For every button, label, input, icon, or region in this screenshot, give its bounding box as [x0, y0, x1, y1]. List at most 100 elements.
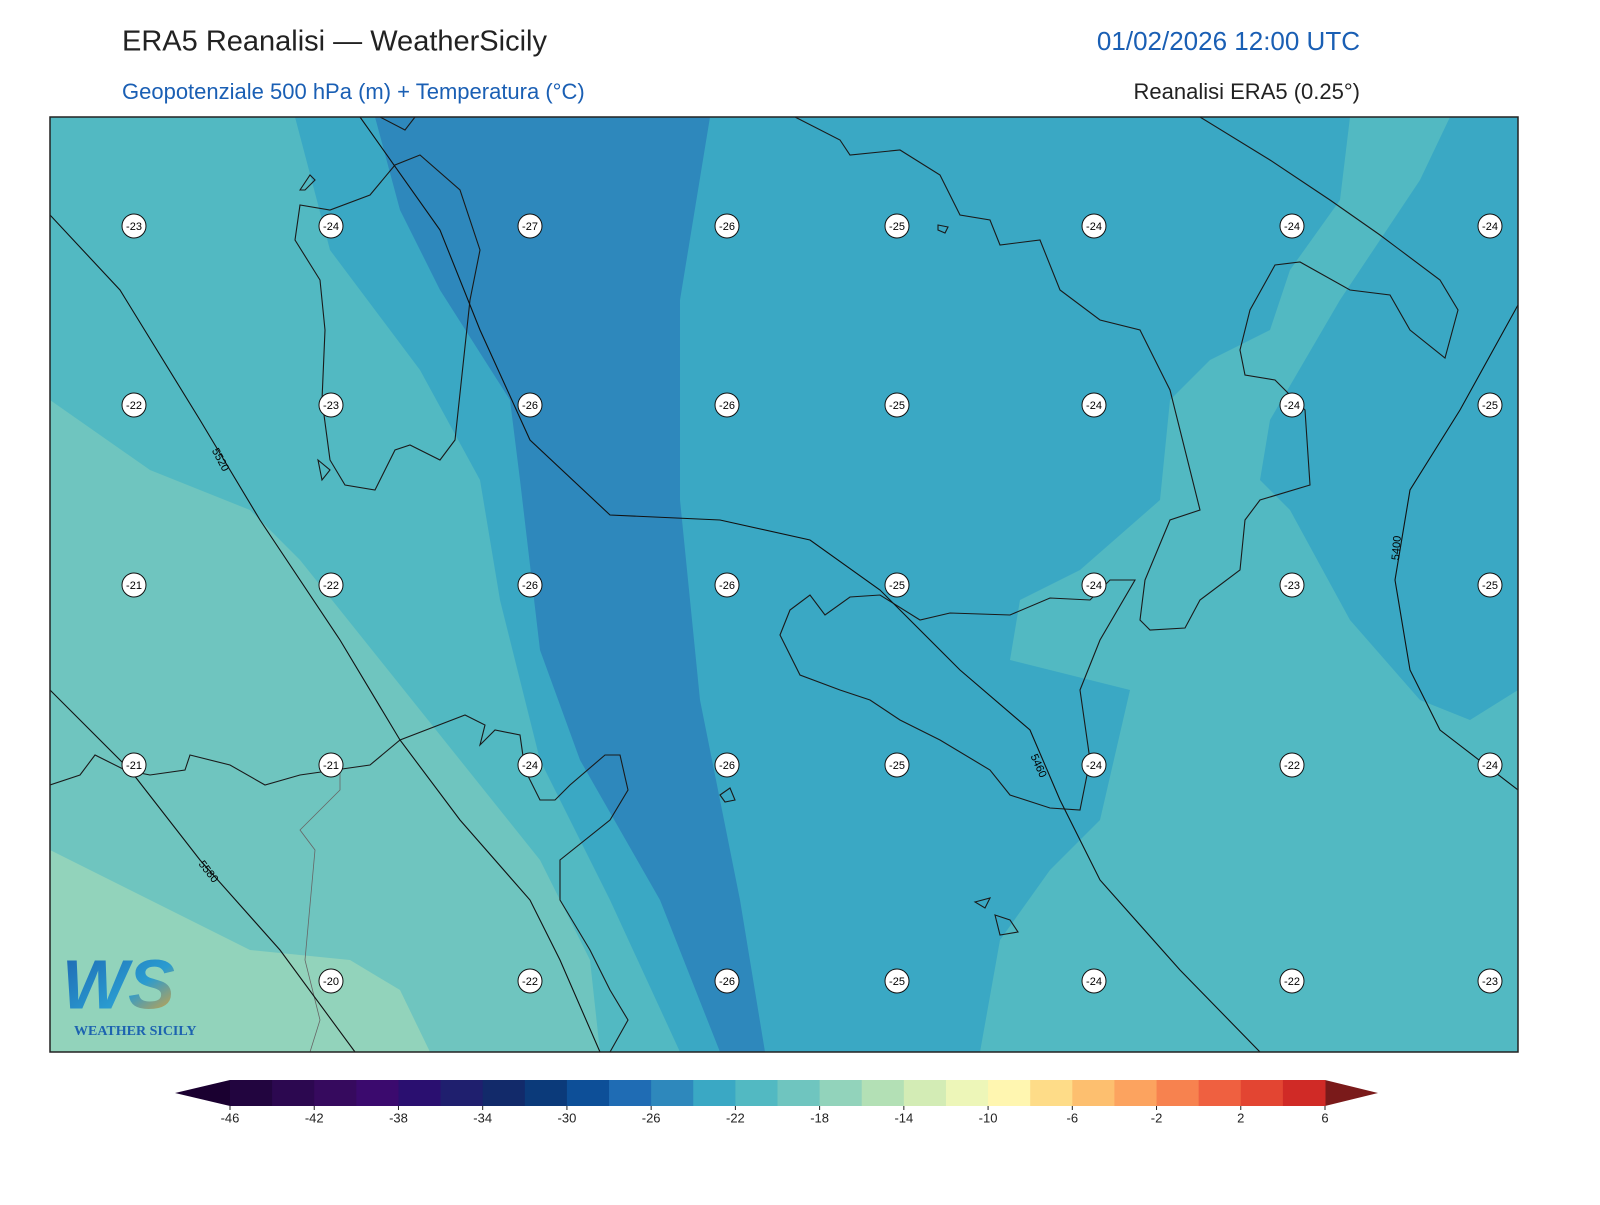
colorbar-tick-label: -30	[558, 1110, 577, 1125]
station-marker	[1081, 752, 1107, 778]
station-value: -25	[889, 221, 905, 233]
station-marker	[121, 752, 147, 778]
station-value: -21	[323, 760, 339, 772]
coastline	[779, 579, 1136, 811]
title: ERA5 Reanalisi — WeatherSicily	[122, 26, 547, 58]
station-value: -24	[1086, 976, 1102, 988]
station-marker	[1279, 213, 1305, 239]
station: -23	[318, 392, 344, 418]
map-frame	[49, 116, 1519, 1053]
station-value: -22	[126, 400, 142, 412]
station-marker	[714, 572, 740, 598]
colorbar-segment	[1156, 1080, 1200, 1106]
contour-line	[359, 117, 1261, 1052]
colorbar-segment	[609, 1080, 652, 1106]
logo-mark: WS	[62, 945, 175, 1023]
station-marker	[884, 392, 910, 418]
station-value: -24	[1284, 400, 1300, 412]
station: -22	[517, 968, 543, 994]
station-marker	[884, 572, 910, 598]
colorbar-segment	[1030, 1080, 1073, 1106]
station-value: -25	[889, 400, 905, 412]
colorbar-tick-label: -38	[389, 1110, 408, 1125]
datetime: 01/02/2026 12:00 UTC	[1097, 26, 1360, 56]
station: -24	[318, 213, 344, 239]
colorbar-segment	[314, 1080, 357, 1106]
station: -27	[517, 213, 543, 239]
colorbar-segment	[693, 1080, 736, 1106]
colorbar-segment	[945, 1080, 989, 1106]
colorbar-extend	[1325, 1080, 1378, 1106]
station: -22	[121, 392, 147, 418]
band	[50, 850, 430, 1052]
station-marker	[517, 968, 543, 994]
logo-name: WEATHER SICILY	[74, 1024, 197, 1039]
station: -26	[517, 572, 543, 598]
station: -25	[884, 213, 910, 239]
logo: WS WEATHER SICILY	[62, 945, 197, 1039]
station-value: -24	[1086, 400, 1102, 412]
station-marker	[884, 213, 910, 239]
station-value: -21	[126, 760, 142, 772]
station-marker	[318, 213, 344, 239]
border	[299, 770, 341, 1052]
station: -24	[1081, 968, 1107, 994]
source: Reanalisi ERA5 (0.25°)	[1134, 79, 1360, 104]
coastline	[298, 117, 416, 482]
colorbar-segment	[861, 1080, 905, 1106]
colorbar-segment	[1072, 1080, 1115, 1106]
station: -21	[121, 752, 147, 778]
station-value: -24	[323, 221, 339, 233]
station-marker	[318, 968, 344, 994]
station-marker	[121, 213, 147, 239]
station-value: -22	[1284, 976, 1300, 988]
station-value: -25	[1482, 580, 1498, 592]
station: -25	[884, 572, 910, 598]
station-value: -24	[522, 760, 538, 772]
station-marker	[1279, 752, 1305, 778]
contour-line	[1394, 304, 1518, 791]
station: -25	[884, 968, 910, 994]
station: -21	[318, 752, 344, 778]
contour-label: 5400	[1390, 535, 1404, 560]
station-value: -26	[719, 760, 735, 772]
colorbar-tick-label: -6	[1067, 1110, 1079, 1125]
station-marker	[517, 752, 543, 778]
station-value: -20	[323, 976, 339, 988]
station-marker	[1081, 392, 1107, 418]
colorbar-tick-label: -18	[810, 1110, 829, 1125]
station: -26	[714, 213, 740, 239]
station: -24	[1081, 392, 1107, 418]
station: -25	[1477, 392, 1503, 418]
station: -24	[1477, 213, 1503, 239]
colorbar-tick-label: -22	[726, 1110, 745, 1125]
station-marker	[1081, 572, 1107, 598]
station: -26	[517, 392, 543, 418]
colorbar-segment	[903, 1080, 947, 1106]
colorbar-tick-label: 6	[1321, 1110, 1328, 1125]
station-marker	[884, 968, 910, 994]
colorbar-segment	[988, 1080, 1031, 1106]
colorbar-segment	[230, 1080, 273, 1106]
colorbar-segment	[1240, 1080, 1284, 1106]
colorbar-tick-label: -10	[979, 1110, 998, 1125]
colorbar-tick-label: -34	[473, 1110, 492, 1125]
station-value: -24	[1482, 760, 1498, 772]
station: -20	[318, 968, 344, 994]
station: -22	[318, 572, 344, 598]
colorbar-segment	[651, 1080, 694, 1106]
station: -26	[714, 392, 740, 418]
station-value: -24	[1086, 760, 1102, 772]
colorbar-extend	[175, 1080, 230, 1106]
band	[50, 400, 600, 1052]
colorbar-segment	[524, 1080, 568, 1106]
colorbar-tick-label: 2	[1237, 1110, 1244, 1125]
station-marker	[1279, 392, 1305, 418]
colorbar: -46 -42 -38 -34 -30 -26 -22 -18 -14 -10 -6 -2 2 6	[175, 1080, 1378, 1125]
colorbar-tick-label: -46	[221, 1110, 240, 1125]
station-value: -22	[323, 580, 339, 592]
station-marker	[1477, 752, 1503, 778]
station-value: -26	[522, 400, 538, 412]
station-value: -23	[323, 400, 339, 412]
station: -24	[1279, 213, 1305, 239]
